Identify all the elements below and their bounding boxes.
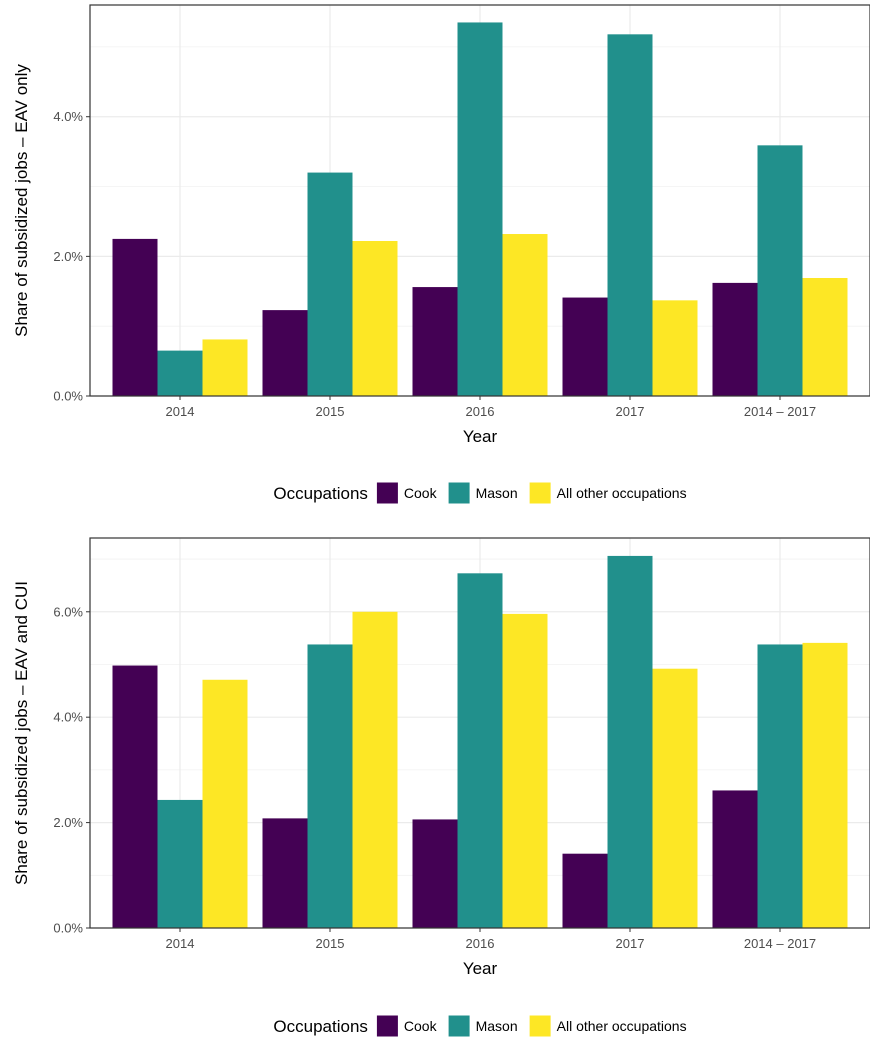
- x-tick-label: 2016: [466, 936, 495, 951]
- y-tick-label: 0.0%: [53, 389, 83, 404]
- x-tick-label: 2014: [166, 404, 195, 419]
- bar-all-other-occupations-5: [802, 642, 848, 928]
- x-axis-title: Year: [463, 959, 498, 978]
- legend-key-mason: [448, 1015, 470, 1037]
- x-axis-title: Year: [463, 427, 498, 446]
- bar-all-other-occupations-3: [502, 234, 548, 396]
- x-tick-label: 2014 – 2017: [744, 936, 816, 951]
- y-tick-label: 2.0%: [53, 815, 83, 830]
- legend-key-mason: [448, 482, 470, 504]
- x-tick-label: 2017: [616, 936, 645, 951]
- legend-key-cook: [376, 482, 398, 504]
- bar-all-other-occupations-2: [352, 240, 398, 396]
- bar-all-other-occupations-1: [202, 679, 248, 928]
- x-tick-label: 2015: [316, 404, 345, 419]
- bar-cook-1: [112, 665, 158, 928]
- bar-mason-4: [607, 555, 653, 928]
- legend-label: Cook: [404, 485, 438, 501]
- legend-title: Occupations: [273, 484, 368, 503]
- y-tick-label: 2.0%: [53, 249, 83, 264]
- legend-label: All other occupations: [557, 485, 687, 501]
- x-tick-label: 2016: [466, 404, 495, 419]
- y-tick-label: 4.0%: [53, 710, 83, 725]
- y-tick-label: 6.0%: [53, 604, 83, 619]
- bar-cook-5: [712, 790, 758, 928]
- legend-label: Mason: [476, 485, 518, 501]
- legend-key-all-other-occupations: [529, 482, 551, 504]
- y-axis-title: Share of subsidized jobs – EAV only: [12, 64, 31, 337]
- bar-all-other-occupations-2: [352, 611, 398, 928]
- legend-label: Cook: [404, 1018, 438, 1034]
- x-tick-label: 2017: [616, 404, 645, 419]
- bar-mason-5: [757, 644, 803, 928]
- bar-all-other-occupations-3: [502, 613, 548, 928]
- bar-cook-4: [562, 297, 608, 396]
- legend-label: All other occupations: [557, 1018, 687, 1034]
- chart-panel-1: 0.0% 2.0% 4.0% 2014 2015 2016 2017 2014 – 2017 Y…: [12, 4, 870, 504]
- bar-cook-5: [712, 282, 758, 396]
- bar-cook-2: [262, 818, 308, 928]
- y-tick-label: 0.0%: [53, 921, 83, 936]
- bar-mason-2: [307, 172, 353, 396]
- legend-label: Mason: [476, 1018, 518, 1034]
- bar-cook-1: [112, 238, 158, 396]
- bar-all-other-occupations-5: [802, 278, 848, 396]
- bar-mason-2: [307, 644, 353, 928]
- bar-all-other-occupations-1: [202, 339, 248, 396]
- bar-mason-4: [607, 34, 653, 396]
- x-tick-label: 2014: [166, 936, 195, 951]
- bar-cook-3: [412, 819, 458, 928]
- bar-mason-3: [457, 573, 503, 928]
- legend: Occupations Cook Mason All other occupation…: [273, 1015, 687, 1037]
- x-tick-label: 2015: [316, 936, 345, 951]
- legend-key-all-other-occupations: [529, 1015, 551, 1037]
- y-tick-label: 4.0%: [53, 109, 83, 124]
- bar-all-other-occupations-4: [652, 300, 698, 396]
- legend: Occupations Cook Mason All other occupation…: [273, 482, 687, 504]
- y-axis-title: Share of subsidized jobs – EAV and CUI: [12, 581, 31, 885]
- bar-cook-2: [262, 310, 308, 396]
- legend-title: Occupations: [273, 1017, 368, 1036]
- bar-cook-3: [412, 287, 458, 396]
- bar-mason-1: [157, 799, 203, 928]
- bar-mason-3: [457, 22, 503, 397]
- bar-mason-1: [157, 350, 203, 396]
- chart-panel-2: 0.0% 2.0% 4.0% 6.0% 2014 2015 2016 2017 2014 – 2…: [12, 537, 870, 1037]
- bar-cook-4: [562, 853, 608, 928]
- legend-key-cook: [376, 1015, 398, 1037]
- bar-mason-5: [757, 145, 803, 396]
- bar-all-other-occupations-4: [652, 668, 698, 928]
- x-tick-label: 2014 – 2017: [744, 404, 816, 419]
